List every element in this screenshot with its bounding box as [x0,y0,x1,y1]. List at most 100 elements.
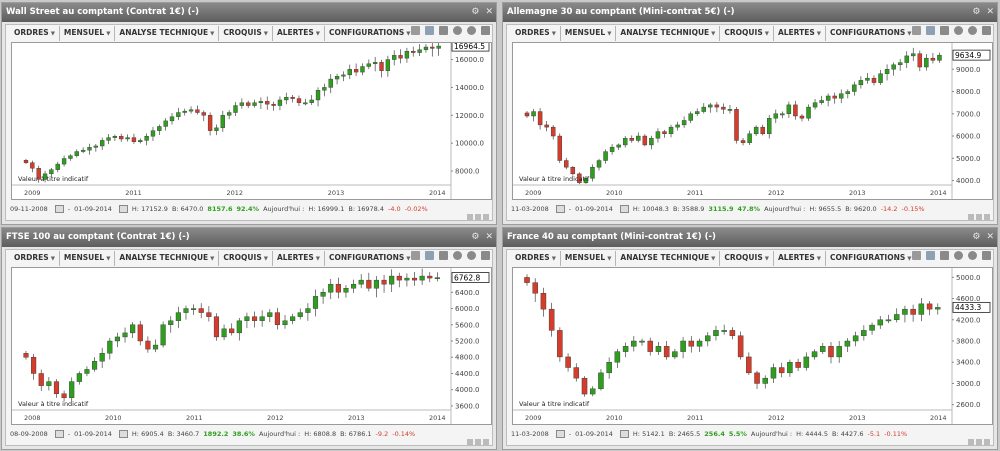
zoom-in-icon[interactable] [483,214,489,220]
start-date[interactable]: 11-03-2008 [511,430,549,438]
print-icon[interactable] [439,26,448,35]
zoom-icon[interactable] [467,214,473,220]
menu-alertes[interactable]: ALERTES ▼ [774,26,826,41]
menu-configurations[interactable]: CONFIGURATIONS ▼ [826,26,916,41]
layers-icon[interactable] [912,251,921,260]
menu-mensuel[interactable]: MENSUEL ▼ [561,26,617,41]
menu-ordres[interactable]: ORDRES ▼ [511,26,561,41]
gear-icon[interactable] [453,251,462,260]
zoom-in-icon[interactable] [984,214,990,220]
gear-icon[interactable] [954,251,963,260]
comment-icon[interactable] [982,251,991,260]
gear-icon[interactable] [954,26,963,35]
zoom-icon[interactable] [968,439,974,445]
menu-alertes[interactable]: ALERTES ▼ [273,26,325,41]
candle-up [603,151,608,161]
price-chart[interactable]: 2600.0 3000.0 3400.0 3800.0 4200.0 4600.0 5000… [512,267,993,425]
calendar-icon[interactable] [118,205,128,213]
menu-croquis[interactable]: CROQUIS ▼ [720,251,774,266]
image-icon[interactable] [926,251,935,260]
candle-up [937,54,942,61]
menu-configurations[interactable]: CONFIGURATIONS ▼ [325,26,415,41]
price-chart[interactable]: 3600.0 4000.0 4400.0 4800.0 5200.0 5600.0 6000… [11,267,492,425]
menu-croquis[interactable]: CROQUIS ▼ [219,26,273,41]
calendar-icon[interactable] [118,430,128,438]
y-tick-label: 6400.0 [455,289,480,297]
candle-up [812,102,818,108]
menu-ordres[interactable]: ORDRES ▼ [10,251,60,266]
comment-icon[interactable] [982,26,991,35]
image-icon[interactable] [926,26,935,35]
menu-alertes[interactable]: ALERTES ▼ [273,251,325,266]
start-date[interactable]: 11-03-2008 [511,205,549,213]
menu-croquis[interactable]: CROQUIS ▼ [720,26,774,41]
menu-analyse-technique[interactable]: ANALYSE TECHNIQUE ▼ [115,26,220,41]
help-icon[interactable] [968,251,977,260]
calendar-icon[interactable] [54,205,64,213]
menu-alertes[interactable]: ALERTES ▼ [774,251,826,266]
menu-analyse-technique[interactable]: ANALYSE TECHNIQUE ▼ [616,251,721,266]
help-icon[interactable] [968,26,977,35]
print-icon[interactable] [940,251,949,260]
menu-ordres[interactable]: ORDRES ▼ [10,26,60,41]
candle-up [878,73,883,83]
settings-icon[interactable]: ⚙ [471,7,480,17]
layers-icon[interactable] [411,251,420,260]
candle-up [392,55,397,60]
candle-up [125,137,130,140]
menu-configurations[interactable]: CONFIGURATIONS ▼ [325,251,415,266]
settings-icon[interactable]: ⚙ [471,232,480,242]
calendar-icon[interactable] [555,430,565,438]
close-icon[interactable]: ✕ [485,7,493,17]
calendar-icon[interactable] [54,430,64,438]
help-icon[interactable] [467,251,476,260]
menu-croquis[interactable]: CROQUIS ▼ [219,251,273,266]
price-chart[interactable]: 4000.0 5000.0 6000.0 7000.0 8000.0 9000.0 2009… [512,42,993,200]
candle-up [596,160,602,168]
zoom-out-icon[interactable] [475,214,481,220]
end-date[interactable]: 01-09-2014 [74,205,112,213]
end-date[interactable]: 01-09-2014 [575,430,613,438]
image-icon[interactable] [425,251,434,260]
zoom-icon[interactable] [467,439,473,445]
image-icon[interactable] [425,26,434,35]
zoom-in-icon[interactable] [984,439,990,445]
close-icon[interactable]: ✕ [986,7,994,17]
gear-icon[interactable] [453,26,462,35]
zoom-out-icon[interactable] [976,214,982,220]
print-icon[interactable] [940,26,949,35]
calendar-icon[interactable] [619,205,629,213]
help-icon[interactable] [467,26,476,35]
layers-icon[interactable] [411,26,420,35]
y-tick-label: 5200.0 [455,338,480,346]
zoom-out-icon[interactable] [475,439,481,445]
menu-mensuel[interactable]: MENSUEL ▼ [561,251,617,266]
comment-icon[interactable] [481,251,490,260]
comment-icon[interactable] [481,26,490,35]
menu-analyse-technique[interactable]: ANALYSE TECHNIQUE ▼ [115,251,220,266]
menu-configurations[interactable]: CONFIGURATIONS ▼ [826,251,916,266]
zoom-in-icon[interactable] [483,439,489,445]
menu-mensuel[interactable]: MENSUEL ▼ [60,26,116,41]
print-icon[interactable] [439,251,448,260]
zoom-icon[interactable] [968,214,974,220]
settings-icon[interactable]: ⚙ [972,232,981,242]
calendar-icon[interactable] [555,205,565,213]
price-chart[interactable]: 8000.0 10000.0 12000.0 14000.0 16000.0 2009 20… [11,42,492,200]
close-icon[interactable]: ✕ [485,232,493,242]
start-date[interactable]: 08-09-2008 [10,430,48,438]
end-date[interactable]: 01-09-2014 [74,430,112,438]
start-date[interactable]: 09-11-2008 [10,205,48,213]
settings-icon[interactable]: ⚙ [972,7,981,17]
zoom-out-icon[interactable] [976,439,982,445]
menu-mensuel[interactable]: MENSUEL ▼ [60,251,116,266]
candle-down [537,111,543,126]
candle-up [284,96,289,101]
menu-ordres[interactable]: ORDRES ▼ [511,251,561,266]
menu-analyse-technique[interactable]: ANALYSE TECHNIQUE ▼ [616,26,721,41]
candle-down [581,377,588,395]
layers-icon[interactable] [912,26,921,35]
end-date[interactable]: 01-09-2014 [575,205,613,213]
close-icon[interactable]: ✕ [986,232,994,242]
calendar-icon[interactable] [619,430,629,438]
